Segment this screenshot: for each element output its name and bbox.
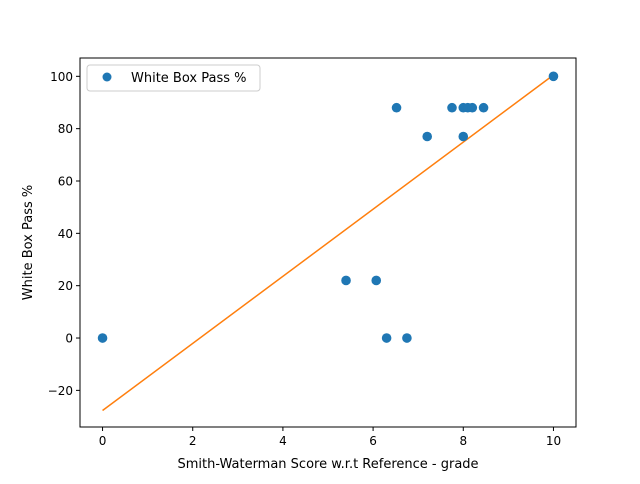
x-axis-label: Smith-Waterman Score w.r.t Reference - g… — [177, 457, 478, 472]
data-point-1 — [341, 275, 351, 286]
trend-line — [102, 74, 554, 412]
data-point-6 — [422, 131, 433, 142]
legend: White Box Pass % — [86, 64, 261, 92]
y-axis-ticks: −20 0 20 40 60 80 100 — [48, 70, 80, 398]
data-point-4 — [391, 102, 402, 113]
x-tick-label: 10 — [546, 434, 561, 448]
data-point-11 — [467, 102, 478, 113]
x-tick-label: 6 — [369, 434, 377, 448]
data-point-0 — [97, 333, 108, 343]
y-tick-label: 80 — [58, 122, 73, 136]
plot-frame — [79, 57, 577, 428]
data-point-13 — [548, 71, 559, 82]
data-point-8 — [458, 131, 469, 142]
y-tick-label: 40 — [58, 227, 73, 241]
x-tick-label: 0 — [99, 434, 107, 448]
data-point-7 — [447, 102, 457, 113]
data-point-12 — [478, 102, 489, 113]
legend-label: White Box Pass % — [131, 71, 246, 86]
y-tick-label: 20 — [58, 279, 73, 293]
x-tick-label: 8 — [459, 434, 467, 448]
legend-marker — [102, 72, 112, 82]
data-point-3 — [381, 333, 392, 343]
x-tick-label: 2 — [189, 434, 197, 448]
y-tick-label: −20 — [48, 384, 73, 398]
y-tick-label: 100 — [50, 70, 73, 84]
y-axis-label: White Box Pass % — [21, 185, 36, 300]
data-point-5 — [402, 333, 412, 343]
x-tick-label: 4 — [279, 434, 287, 448]
trend-line-layer — [102, 74, 554, 412]
x-axis-ticks: 0 2 4 6 8 10 — [99, 427, 561, 448]
data-point-2 — [371, 275, 382, 286]
legend-box — [86, 64, 261, 92]
data-points-layer — [97, 71, 559, 343]
y-tick-label: 60 — [58, 175, 73, 189]
y-tick-label: 0 — [65, 332, 73, 346]
